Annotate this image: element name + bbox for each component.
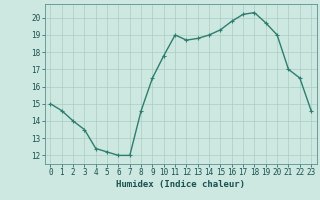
X-axis label: Humidex (Indice chaleur): Humidex (Indice chaleur): [116, 180, 245, 189]
